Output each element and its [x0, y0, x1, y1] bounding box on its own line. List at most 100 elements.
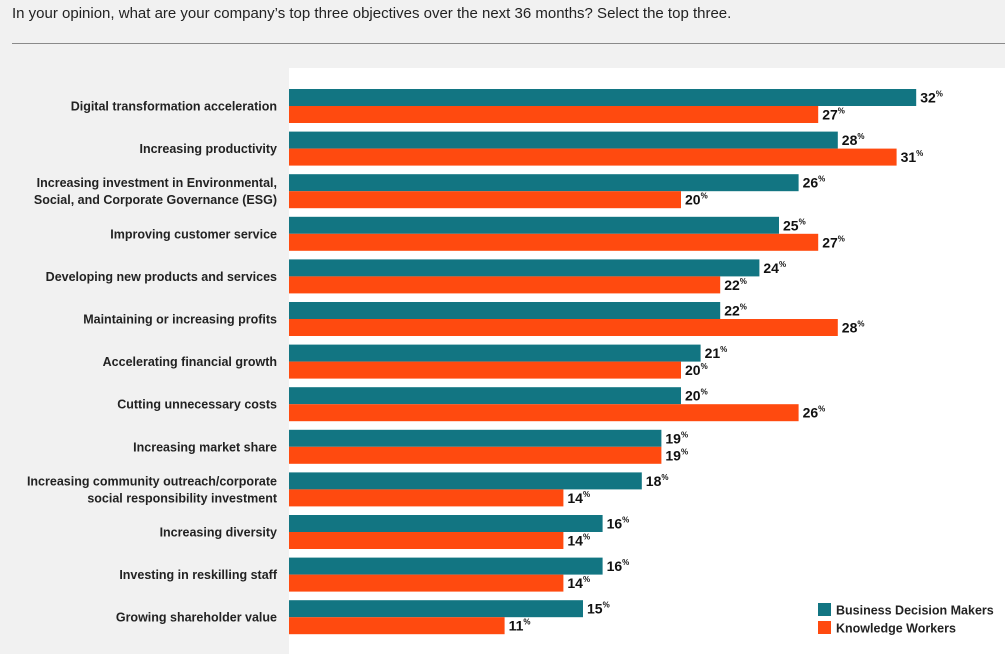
category-label: Increasing market share	[133, 440, 277, 454]
bar-knowledge-workers-developing-new-products-and-services	[289, 276, 721, 294]
category-label-line: Investing in reskilling staff	[119, 568, 278, 582]
value-label-business-decision-makers-developing-new-products-and-services: 24%	[763, 260, 786, 276]
bar-knowledge-workers-improving-customer-service	[289, 233, 819, 251]
category-label: Increasing productivity	[139, 142, 277, 156]
category-label: Improving customer service	[110, 227, 277, 241]
bar-knowledge-workers-increasing-market-share	[289, 446, 662, 464]
value-suffix: %	[523, 618, 530, 627]
bar-knowledge-workers-accelerating-financial-growth	[289, 361, 681, 379]
value-label-knowledge-workers-developing-new-products-and-services: 22%	[724, 277, 747, 293]
value-suffix: %	[838, 234, 845, 243]
category-label-line: social responsibility investment	[87, 491, 277, 505]
value-label-knowledge-workers-increasing-diversity: 14%	[567, 533, 590, 549]
category-label-line: Developing new products and services	[46, 270, 277, 284]
category-label: Digital transformation acceleration	[71, 100, 277, 114]
legend-label-business-decision-makers: Business Decision Makers	[836, 604, 994, 618]
bar-business-decision-makers-digital-transformation-acceleration	[289, 89, 917, 106]
value-number: 20	[685, 192, 701, 208]
value-suffix: %	[583, 490, 590, 499]
bar-knowledge-workers-cutting-unnecessary-costs	[289, 404, 799, 422]
bar-business-decision-makers-increasing-investment-in-environmental-social-and-corporate-governance-esg	[289, 174, 799, 192]
category-label-line: Improving customer service	[110, 227, 277, 241]
value-number: 26	[803, 175, 819, 191]
category-label: Growing shareholder value	[116, 611, 277, 625]
value-number: 14	[567, 533, 583, 549]
value-number: 27	[822, 234, 838, 250]
value-suffix: %	[779, 260, 786, 269]
value-label-knowledge-workers-increasing-market-share: 19%	[665, 447, 688, 463]
value-number: 19	[665, 430, 681, 446]
value-suffix: %	[740, 303, 747, 312]
bar-business-decision-makers-improving-customer-service	[289, 216, 779, 234]
value-number: 21	[705, 345, 721, 361]
value-label-knowledge-workers-increasing-productivity: 31%	[901, 149, 924, 165]
value-number: 22	[724, 303, 740, 319]
value-number: 27	[822, 107, 838, 123]
value-suffix: %	[818, 175, 825, 184]
survey-question: In your opinion, what are your company’s…	[12, 5, 732, 22]
value-number: 28	[842, 320, 858, 336]
header-divider	[12, 43, 1005, 44]
value-label-business-decision-makers-improving-customer-service: 25%	[783, 217, 806, 233]
value-label-knowledge-workers-accelerating-financial-growth: 20%	[685, 362, 708, 378]
value-suffix: %	[799, 217, 806, 226]
value-label-business-decision-makers-increasing-community-outreach-corporate-social-responsibility-investment: 18%	[646, 473, 669, 489]
value-suffix: %	[583, 575, 590, 584]
value-suffix: %	[936, 90, 943, 99]
bar-business-decision-makers-increasing-market-share	[289, 429, 662, 447]
value-suffix: %	[838, 107, 845, 116]
value-number: 20	[685, 362, 701, 378]
bars	[289, 89, 917, 635]
bar-knowledge-workers-maintaining-or-increasing-profits	[289, 319, 838, 336]
value-label-business-decision-makers-investing-in-reskilling-staff: 16%	[607, 558, 630, 574]
value-suffix: %	[681, 430, 688, 439]
category-label: Increasing investment in Environmental, S…	[34, 176, 277, 207]
value-number: 14	[567, 575, 583, 591]
value-label-business-decision-makers-digital-transformation-acceleration: 32%	[920, 90, 943, 106]
bar-business-decision-makers-increasing-community-outreach-corporate-social-responsibility-investment	[289, 472, 642, 490]
value-number: 15	[587, 601, 603, 617]
category-label-line: Increasing market share	[133, 440, 277, 454]
bar-knowledge-workers-increasing-productivity	[289, 148, 897, 166]
category-label-line: Increasing investment in Environmental,	[37, 176, 277, 190]
value-suffix: %	[916, 149, 923, 158]
value-label-business-decision-makers-accelerating-financial-growth: 21%	[705, 345, 728, 361]
value-suffix: %	[720, 345, 727, 354]
value-suffix: %	[818, 405, 825, 414]
value-number: 11	[509, 618, 524, 634]
value-suffix: %	[701, 388, 708, 397]
value-number: 22	[724, 277, 740, 293]
value-label-business-decision-makers-growing-shareholder-value: 15%	[587, 601, 610, 617]
value-number: 16	[607, 558, 623, 574]
value-number: 19	[665, 447, 681, 463]
legend: Business Decision Makers Knowledge Worke…	[818, 603, 994, 636]
legend-label-knowledge-workers: Knowledge Workers	[836, 622, 956, 636]
value-label-knowledge-workers-growing-shareholder-value: 11%	[509, 618, 531, 634]
value-label-business-decision-makers-increasing-market-share: 19%	[665, 430, 688, 446]
value-label-knowledge-workers-maintaining-or-increasing-profits: 28%	[842, 320, 865, 336]
value-number: 31	[901, 149, 917, 165]
value-suffix: %	[622, 516, 629, 525]
value-label-knowledge-workers-digital-transformation-acceleration: 27%	[822, 107, 845, 123]
category-label: Developing new products and services	[46, 270, 277, 284]
value-label-knowledge-workers-increasing-community-outreach-corporate-social-responsibility-investment: 14%	[567, 490, 590, 506]
bar-business-decision-makers-accelerating-financial-growth	[289, 344, 701, 362]
value-suffix: %	[661, 473, 668, 482]
bar-business-decision-makers-increasing-diversity	[289, 515, 603, 532]
value-number: 25	[783, 217, 799, 233]
category-label-line: Increasing community outreach/corporate	[27, 474, 277, 488]
value-number: 18	[646, 473, 662, 489]
bar-business-decision-makers-increasing-productivity	[289, 131, 838, 149]
value-number: 32	[920, 90, 936, 106]
bar-knowledge-workers-growing-shareholder-value	[289, 617, 505, 635]
value-suffix: %	[701, 192, 708, 201]
category-label: Increasing diversity	[160, 526, 277, 540]
category-label-line: Growing shareholder value	[116, 611, 277, 625]
value-label-knowledge-workers-increasing-investment-in-environmental-social-and-corporate-governance-esg: 20%	[685, 192, 708, 208]
bar-business-decision-makers-investing-in-reskilling-staff	[289, 557, 603, 575]
category-label: Increasing community outreach/corporate s…	[27, 474, 278, 505]
value-number: 28	[842, 132, 858, 148]
legend-swatch-knowledge-workers	[818, 621, 831, 634]
value-label-business-decision-makers-maintaining-or-increasing-profits: 22%	[724, 303, 747, 319]
